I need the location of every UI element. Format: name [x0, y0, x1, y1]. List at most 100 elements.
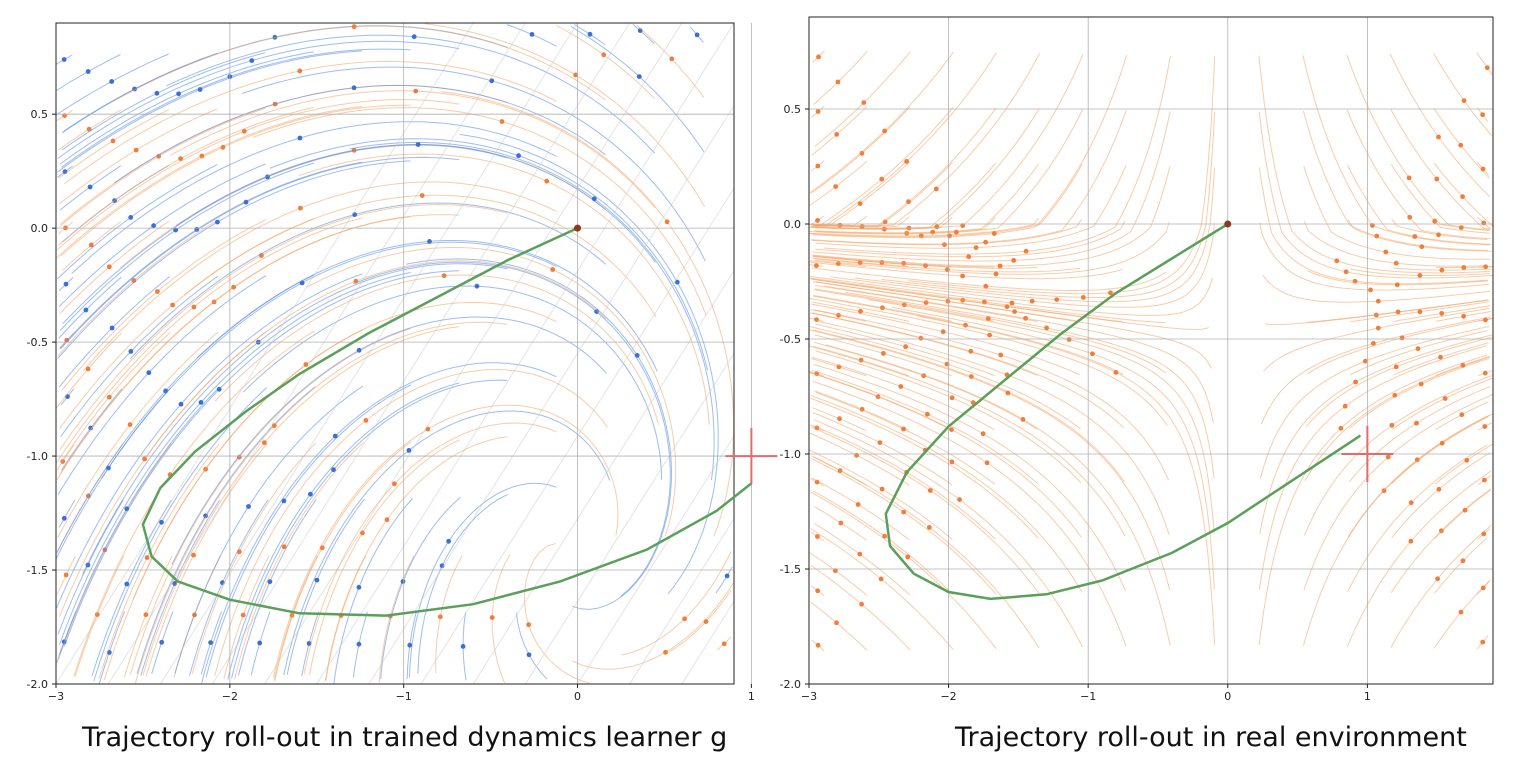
streamline [825, 344, 1171, 646]
streamline [237, 499, 317, 676]
y-tick-label: -1.5 [27, 564, 48, 577]
streamline [1259, 325, 1490, 479]
streamline-arrow [859, 601, 864, 607]
streamline-arrow [1342, 403, 1348, 409]
streamline-arrow [878, 576, 884, 582]
streamline-arrow [243, 199, 249, 205]
streamline-arrow [499, 119, 505, 124]
y-tick-label: -1.0 [780, 448, 801, 461]
streamline [378, 555, 415, 683]
streamline-arrow [1442, 396, 1448, 401]
streamline-arrow [236, 549, 242, 555]
start-point [574, 224, 582, 232]
streamline-arrow [411, 34, 417, 40]
streamline [812, 295, 1124, 375]
streamline-arrow [1415, 346, 1421, 352]
streamline [60, 275, 219, 437]
streamline-arrow [901, 426, 906, 432]
streamline-arrow [1459, 412, 1465, 418]
streamline [1476, 52, 1493, 76]
streamline-arrow [61, 515, 67, 521]
streamline [812, 412, 953, 486]
streamline-gray [107, 23, 526, 684]
streamline-arrow [1368, 287, 1373, 293]
streamline [811, 105, 868, 156]
streamline [58, 276, 122, 339]
streamline [809, 297, 1168, 427]
streamline [809, 164, 1083, 238]
streamline-arrow [63, 281, 69, 287]
streamline-arrow [1480, 112, 1485, 118]
x-tick-label: −3 [48, 690, 64, 703]
streamline-arrow [281, 498, 287, 504]
streamline [424, 23, 706, 207]
streamline-arrow [984, 460, 990, 466]
x-tick-label: 1 [1364, 690, 1371, 703]
streamline [621, 551, 732, 656]
streamline-arrow [208, 640, 214, 645]
streamline-arrow [85, 69, 91, 74]
streamline-arrow [198, 400, 204, 405]
streamline-arrow [144, 555, 150, 560]
streamline [57, 160, 411, 359]
streamline-arrow [1438, 354, 1443, 360]
streamline [62, 164, 170, 243]
streamline-arrow [1090, 351, 1095, 357]
streamline-arrow [1023, 315, 1028, 321]
streamline [811, 602, 868, 651]
caption-left: Trajectory roll-out in trained dynamics … [82, 722, 728, 753]
streamline [811, 455, 1040, 649]
streamline-arrow [834, 132, 840, 137]
streamline-arrow [960, 273, 965, 279]
streamline-arrow [834, 620, 839, 626]
streamline-arrow [127, 422, 133, 427]
streamline-arrow [879, 486, 885, 492]
streamline [811, 106, 954, 228]
y-tick-label: 0.5 [784, 103, 802, 116]
streamline [196, 240, 658, 372]
streamline-arrow [441, 273, 447, 279]
streamline-arrow [87, 184, 93, 190]
streamline [570, 26, 705, 153]
streamline-arrow [1460, 558, 1466, 564]
streamline-arrow [901, 509, 907, 515]
streamline [810, 397, 1039, 539]
streamline [170, 90, 656, 209]
streamline [64, 60, 557, 185]
streamline-arrow [474, 283, 480, 289]
streamline [809, 51, 954, 194]
streamline-arrow [855, 502, 861, 507]
streamline [58, 163, 266, 308]
streamline-arrow [815, 642, 821, 648]
streamline-arrow [882, 128, 887, 134]
streamline [813, 341, 1038, 430]
streamline-arrow [1484, 65, 1490, 71]
streamline-arrow [526, 622, 531, 628]
streamline-arrow [88, 242, 94, 248]
plot-frame [55, 22, 735, 685]
streamline-arrow [128, 349, 134, 354]
streamline-arrow [1005, 390, 1011, 396]
streamline-arrow [460, 644, 466, 649]
streamline [810, 564, 911, 651]
streamline-arrow [721, 641, 727, 647]
y-tick-label: 0.0 [784, 218, 802, 231]
streamline [811, 477, 910, 541]
streamline-gray [629, 517, 734, 684]
streamline [1303, 221, 1487, 267]
streamline-arrow [983, 239, 988, 245]
streamline [82, 181, 557, 372]
streamline-gray [159, 23, 578, 684]
streamline-arrow [1482, 424, 1488, 429]
streamline [1258, 111, 1493, 279]
y-tick-label: -1.5 [780, 563, 801, 576]
trajectory-line [141, 226, 753, 617]
streamline [1434, 537, 1488, 594]
streamline [252, 107, 707, 316]
streamline-arrow [664, 219, 670, 225]
streamline-arrow [173, 227, 179, 233]
streamline-arrow [133, 147, 139, 153]
streamline [669, 589, 732, 653]
streamline-arrow [816, 54, 821, 60]
streamline-arrow [591, 196, 597, 202]
